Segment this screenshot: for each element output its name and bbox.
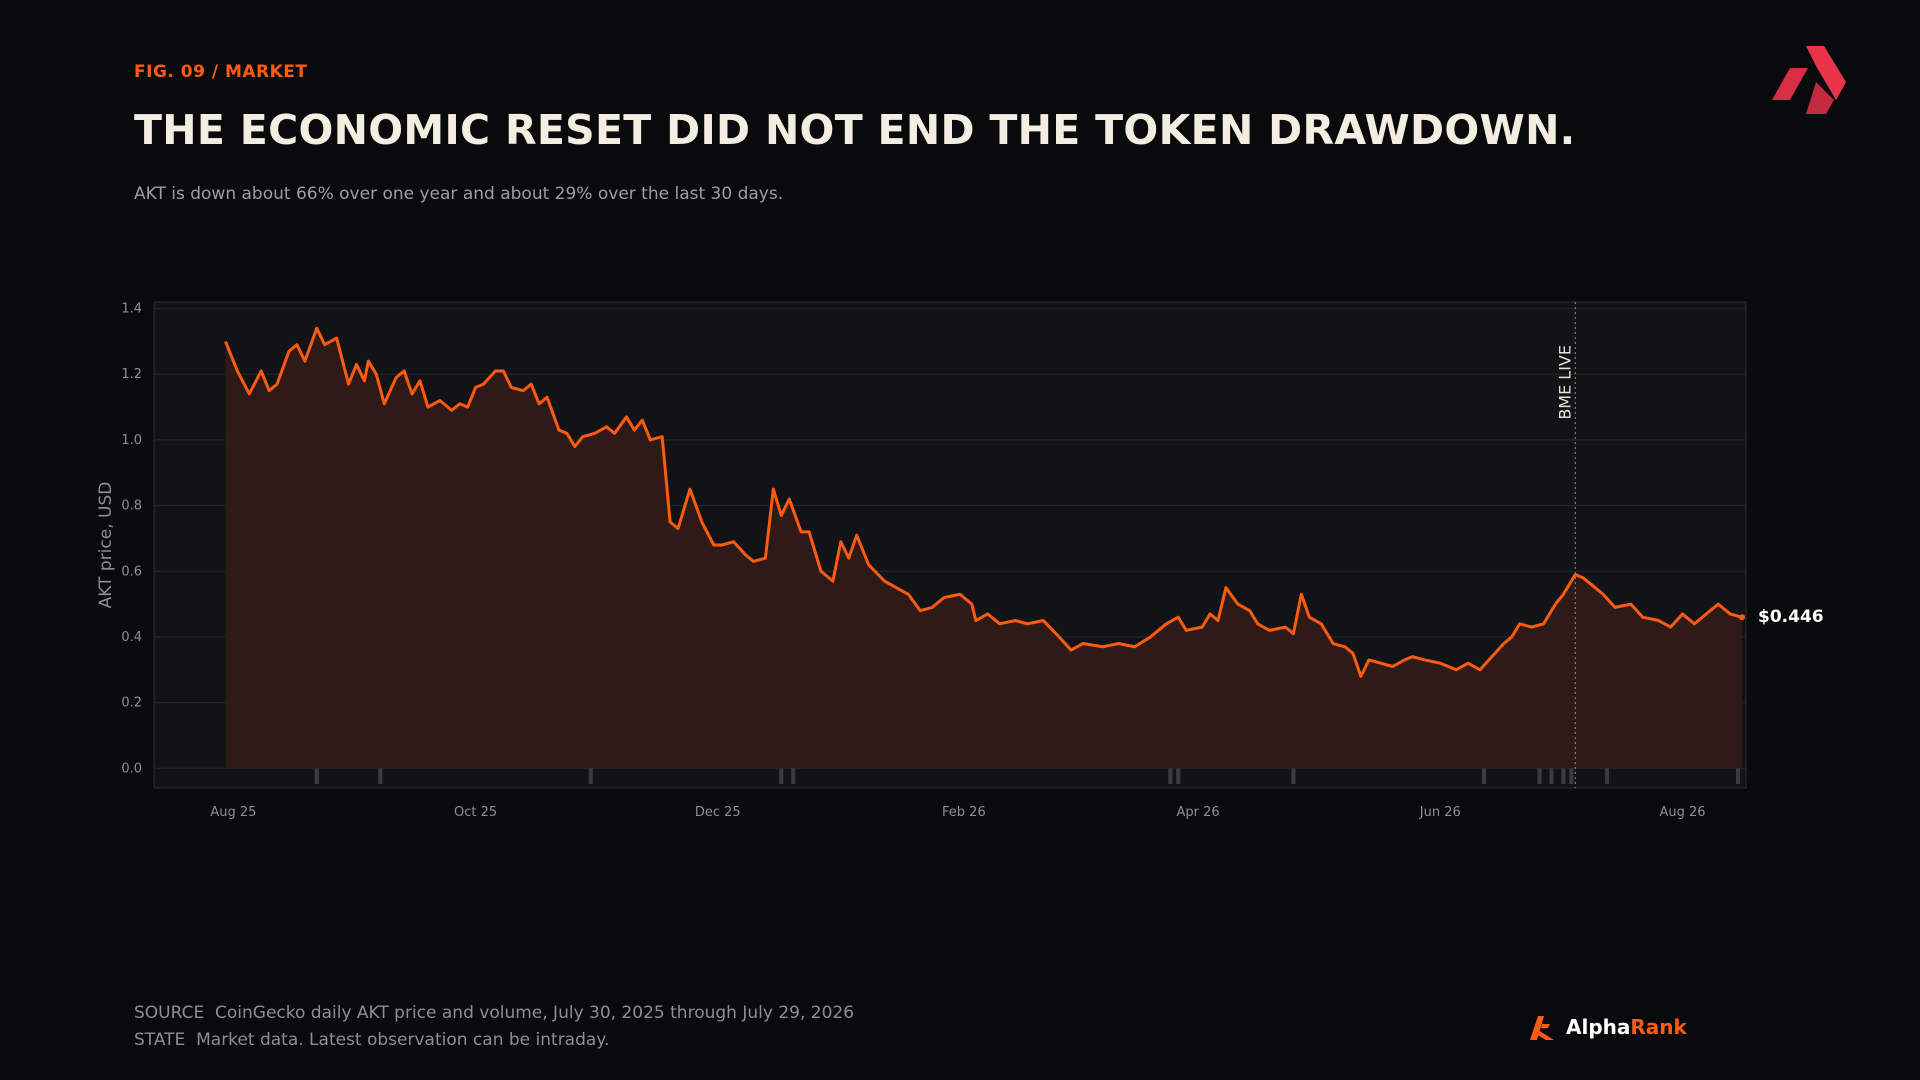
brand-name-accent: Rank <box>1630 1015 1687 1039</box>
x-tick-label: Feb 26 <box>942 805 986 820</box>
y-axis-label: AKT price, USD <box>96 482 116 609</box>
y-tick-label: 1.4 <box>121 302 142 317</box>
figure-label: FIG. 09 / MARKET <box>134 62 308 82</box>
y-tick-label: 0.6 <box>121 564 142 579</box>
y-tick-label: 1.0 <box>121 433 142 448</box>
x-tick-label: Apr 26 <box>1177 805 1220 820</box>
alpharank-logo-icon <box>1530 1016 1554 1040</box>
state-text: Market data. Latest observation can be i… <box>196 1030 610 1050</box>
brand-name: AlphaRank <box>1566 1015 1687 1039</box>
volume-bar <box>1549 755 1554 784</box>
volume-bar <box>588 758 593 784</box>
state-line: STATE Market data. Latest observation ca… <box>134 1027 854 1054</box>
state-key: STATE <box>134 1030 186 1050</box>
source-text: CoinGecko daily AKT price and volume, Ju… <box>215 1003 855 1023</box>
y-tick-label: 0.2 <box>121 696 142 711</box>
y-tick-label: 1.2 <box>121 367 142 382</box>
price-area <box>225 328 1743 769</box>
x-tick-label: Oct 25 <box>454 805 497 820</box>
x-tick-label: Dec 25 <box>695 805 741 820</box>
brand-name-primary: Alpha <box>1566 1015 1631 1039</box>
y-tick-label: 0.0 <box>121 761 142 776</box>
brand: AlphaRank <box>1526 1012 1687 1042</box>
x-tick-label: Aug 25 <box>210 805 256 820</box>
footer: SOURCE CoinGecko daily AKT price and vol… <box>134 1000 854 1054</box>
last-point <box>1739 614 1746 621</box>
x-tick-label: Aug 26 <box>1659 805 1705 820</box>
annotation-label: BME LIVE <box>1555 345 1574 420</box>
price-chart: 0.0 0.2 0.4 0.6 0.8 1.0 1.2 1.4 Aug 25 Oct 25 Dec … <box>96 301 1824 820</box>
chart-title: THE ECONOMIC RESET DID NOT END THE TOKEN… <box>134 106 1576 154</box>
price-line <box>224 326 1743 678</box>
volume-bar <box>314 761 319 784</box>
source-line: SOURCE CoinGecko daily AKT price and vol… <box>134 1000 854 1027</box>
x-tick-label: Jun 26 <box>1419 805 1461 820</box>
source-key: SOURCE <box>134 1003 205 1023</box>
volume-bar <box>1605 755 1610 784</box>
akash-logo-icon <box>1772 46 1846 114</box>
chart-subtitle: AKT is down about 66% over one year and … <box>134 184 784 204</box>
y-tick-label: 0.8 <box>121 499 142 514</box>
y-tick-label: 0.4 <box>121 630 142 645</box>
last-value-label: $0.446 <box>1758 607 1824 627</box>
